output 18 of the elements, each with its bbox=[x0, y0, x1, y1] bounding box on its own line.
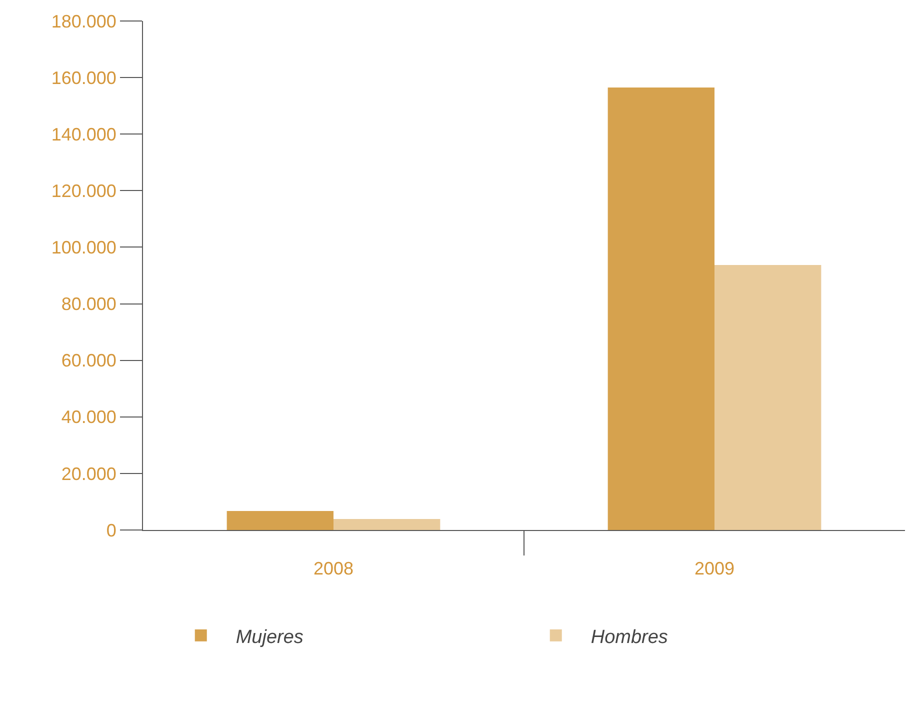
y-tick-label: 60.000 bbox=[61, 350, 116, 371]
y-tick-label: 0 bbox=[106, 520, 116, 540]
x-tick-label: 2009 bbox=[694, 558, 735, 579]
y-tick-label: 40.000 bbox=[61, 407, 116, 428]
y-tick-label: 100.000 bbox=[51, 238, 116, 258]
bar bbox=[608, 87, 714, 530]
legend-label: Hombres bbox=[590, 626, 668, 648]
bar bbox=[226, 511, 334, 530]
y-tick-label: 140.000 bbox=[51, 124, 116, 144]
y-tick-label: 180.000 bbox=[51, 11, 116, 32]
y-tick-label: 120.000 bbox=[51, 180, 116, 201]
legend-label: Mujeres bbox=[236, 626, 304, 648]
bar bbox=[334, 518, 440, 530]
y-tick-label: 20.000 bbox=[61, 464, 116, 484]
x-tick-label: 2008 bbox=[313, 558, 354, 579]
bar bbox=[714, 265, 822, 530]
y-tick-label: 80.000 bbox=[61, 294, 116, 314]
y-tick-label: 160.000 bbox=[51, 68, 116, 88]
